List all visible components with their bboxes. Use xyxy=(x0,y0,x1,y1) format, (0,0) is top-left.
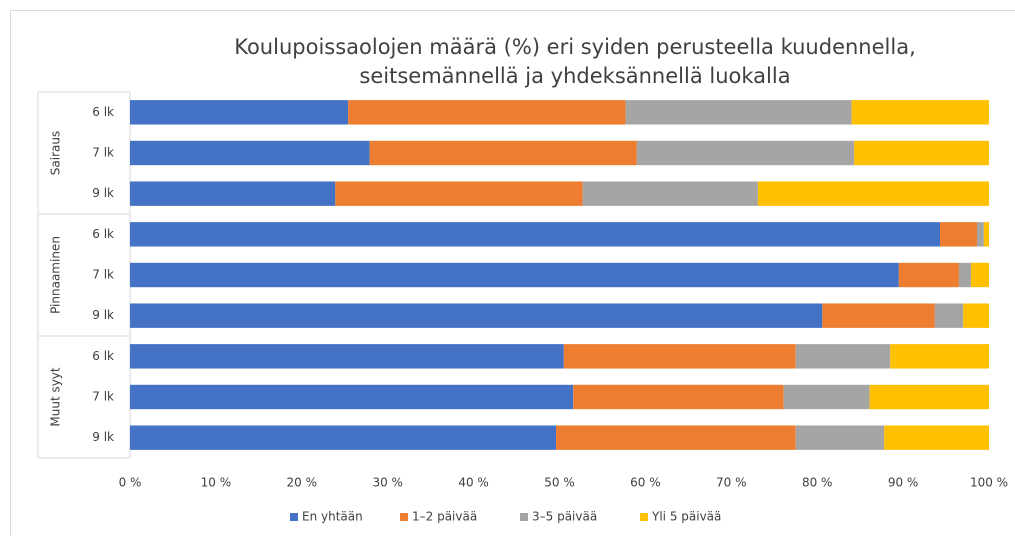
bar-segment xyxy=(563,344,796,369)
legend-swatch xyxy=(400,513,408,521)
bar-segment xyxy=(795,425,885,450)
x-tick-label: 30 % xyxy=(372,476,403,490)
y-tick-label: 9 lk xyxy=(92,308,114,322)
legend-label: En yhtään xyxy=(302,510,363,524)
bar-segment xyxy=(348,100,626,125)
bar-segment xyxy=(940,222,977,247)
x-tick-label: 0 % xyxy=(119,476,142,490)
bar-segment xyxy=(582,181,758,206)
bar-segment xyxy=(130,181,336,206)
legend-swatch xyxy=(520,513,528,521)
bar-segment xyxy=(130,222,941,247)
legend-label: 1–2 päivää xyxy=(412,510,477,524)
y-tick-label: 6 lk xyxy=(92,105,114,119)
bar-segment xyxy=(130,303,823,328)
chart-title: seitsemännellä ja yhdeksännellä luokalla xyxy=(359,64,790,88)
y-tick-label: 7 lk xyxy=(92,268,114,282)
x-tick-label: 80 % xyxy=(802,476,833,490)
bar-segment xyxy=(130,425,557,450)
bar-segment xyxy=(795,344,891,369)
bar-segment xyxy=(934,303,964,328)
legend-swatch xyxy=(290,513,298,521)
bar-segment xyxy=(976,222,984,247)
bar-segment xyxy=(783,384,870,410)
x-tick-label: 50 % xyxy=(544,476,575,490)
y-tick-label: 7 lk xyxy=(92,390,114,404)
bar-segment xyxy=(869,384,989,410)
bar-segment xyxy=(970,262,989,288)
bar-segment xyxy=(822,303,935,328)
bar-segment xyxy=(898,262,959,288)
x-tick-label: 100 % xyxy=(970,476,1008,490)
bar-segment xyxy=(556,425,796,450)
bar-segment xyxy=(130,384,574,410)
bar-segment xyxy=(636,140,855,166)
legend-label: 3–5 päivää xyxy=(532,510,597,524)
bar-segment xyxy=(335,181,583,206)
bar-segment xyxy=(573,384,784,410)
bar-segment xyxy=(130,344,564,369)
x-tick-label: 40 % xyxy=(458,476,489,490)
legend-label: Yli 5 päivää xyxy=(651,510,721,524)
bar-segment xyxy=(130,262,899,288)
group-label: Muut syyt xyxy=(49,367,63,427)
y-tick-label: 9 lk xyxy=(92,430,114,444)
bar-segment xyxy=(854,140,989,166)
x-tick-label: 60 % xyxy=(630,476,661,490)
bar-segment xyxy=(884,425,989,450)
group-label: Sairaus xyxy=(49,131,63,175)
bar-segment xyxy=(963,303,989,328)
x-tick-label: 90 % xyxy=(888,476,919,490)
chart-title: Koulupoissaolojen määrä (%) eri syiden p… xyxy=(234,35,916,59)
bar-segment xyxy=(983,222,989,247)
group-label: Pinnaaminen xyxy=(49,236,63,314)
bar-segment xyxy=(958,262,971,288)
x-tick-label: 20 % xyxy=(287,476,318,490)
y-tick-label: 6 lk xyxy=(92,227,114,241)
legend-swatch xyxy=(640,513,648,521)
bar-segment xyxy=(130,140,370,166)
y-tick-label: 6 lk xyxy=(92,349,114,363)
x-tick-label: 70 % xyxy=(716,476,747,490)
bar-segment xyxy=(625,100,852,125)
y-tick-label: 9 lk xyxy=(92,186,114,200)
bar-segment xyxy=(757,181,989,206)
bar-segment xyxy=(890,344,989,369)
y-tick-label: 7 lk xyxy=(92,146,114,160)
bar-segment xyxy=(369,140,637,166)
bar-segment xyxy=(851,100,989,125)
x-tick-label: 10 % xyxy=(201,476,232,490)
bar-segment xyxy=(130,100,349,125)
